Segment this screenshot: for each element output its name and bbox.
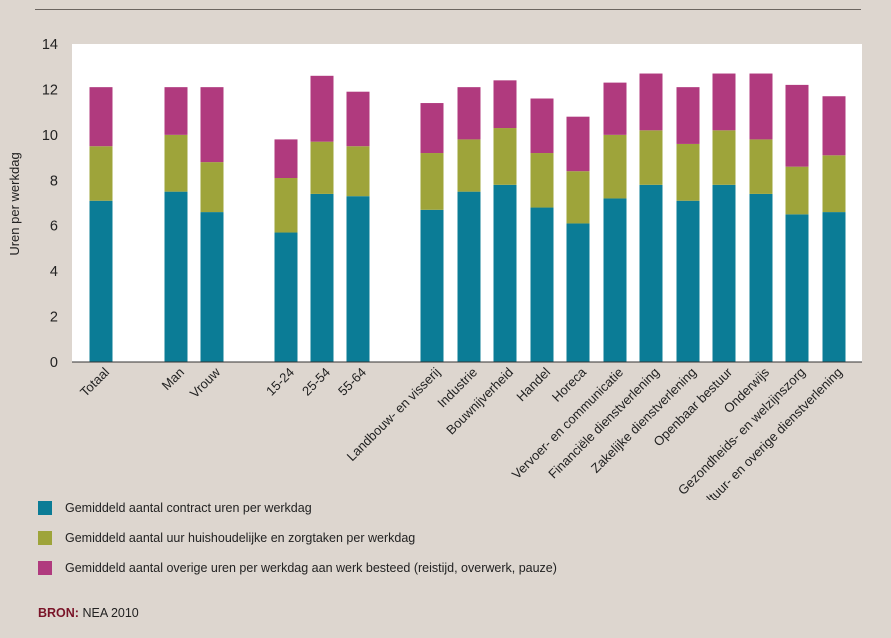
bar-segment-contract [346,196,370,362]
bar-segment-other [89,87,113,147]
bar-segment-other [274,139,298,179]
bar-segment-contract [676,200,700,362]
bar-segment-other [493,80,517,129]
bar-segment-other [164,87,188,135]
bar-segment-contract [822,212,846,362]
bar-segment-contract [785,214,809,362]
x-tick-label: 15-24 [263,365,297,399]
source-label: BRON: [38,606,79,620]
legend-swatch-other [38,561,52,575]
bar-segment-other [603,82,627,135]
bar-segment-contract [639,184,663,362]
x-tick-label: Totaal [77,364,112,399]
bar-segment-contract [310,193,334,362]
bar-segment-contract [493,184,517,362]
legend-label-contract: Gemiddeld aantal contract uren per werkd… [65,501,312,515]
y-tick-label: 6 [50,219,58,235]
bar-segment-household [639,130,663,185]
stacked-bar-chart: 0 2 4 6 8 10 12 14 Uren per werkdag Totaal Man Vr… [7,37,862,500]
legend: Gemiddeld aantal contract uren per werkd… [38,500,858,590]
bar-segment-other [310,75,334,142]
bar-segment-household [274,178,298,233]
x-tick-label: Handel [513,364,553,404]
legend-swatch-household [38,531,52,545]
bar-segment-other [420,103,444,154]
source-note: BRON: NEA 2010 [38,606,139,620]
bar-segment-other [822,96,846,156]
x-tick-label: 55-64 [335,365,369,399]
bar-segment-contract [200,212,224,362]
bar-segment-household [310,141,334,194]
bar-segment-other [785,84,809,167]
legend-label-household: Gemiddeld aantal uur huishoudelijke en z… [65,531,416,545]
bar-segment-household [530,153,554,208]
bar-segment-household [676,143,700,201]
y-tick-label: 2 [50,310,58,326]
bar-segment-household [603,134,627,199]
bar-segment-contract [712,184,736,362]
legend-item-other: Gemiddeld aantal overige uren per werkda… [38,560,858,576]
bar-segment-other [676,87,700,144]
bar-segment-other [566,116,590,172]
bar-segment-household [346,146,370,197]
bar-segment-household [822,155,846,213]
y-tick-label: 14 [42,37,58,53]
bar-segment-other [457,87,481,140]
bar-segment-household [712,130,736,185]
bar-segment-household [493,128,517,185]
bar-segment-household [200,162,224,213]
bar-segment-contract [457,191,481,362]
x-tick-label: Man [159,365,187,393]
legend-item-household: Gemiddeld aantal uur huishoudelijke en z… [38,530,858,546]
legend-item-contract: Gemiddeld aantal contract uren per werkd… [38,500,858,516]
x-tick-label: 25-54 [299,365,333,399]
y-tick-label: 4 [50,264,58,280]
bar-segment-contract [89,200,113,362]
y-axis-ticks: 0 2 4 6 8 10 12 14 [42,37,58,371]
bar-segment-contract [603,198,627,362]
bar-segment-contract [164,191,188,362]
source-text: NEA 2010 [82,606,139,620]
legend-label-other: Gemiddeld aantal overige uren per werkda… [65,561,557,575]
bar-segment-other [346,91,370,147]
bars-group [89,73,846,362]
bar-segment-other [530,98,554,154]
bar-segment-contract [420,209,444,362]
y-tick-label: 0 [50,355,58,371]
y-tick-label: 12 [42,82,58,98]
bar-segment-other [639,73,663,131]
bar-segment-household [420,153,444,210]
y-axis-label: Uren per werkdag [7,152,22,255]
x-tick-label: Vrouw [187,364,224,401]
bar-segment-household [566,171,590,224]
bar-segment-household [785,166,809,215]
bar-segment-household [457,139,481,192]
y-tick-label: 10 [42,128,58,144]
bar-segment-household [89,146,113,201]
bar-segment-household [749,139,773,194]
bar-segment-other [712,73,736,131]
legend-swatch-contract [38,501,52,515]
bar-segment-other [749,73,773,140]
top-divider [35,9,861,10]
bar-segment-household [164,134,188,192]
bar-segment-contract [274,232,298,362]
y-tick-label: 8 [50,173,58,189]
bar-segment-contract [566,223,590,362]
bar-segment-other [200,87,224,163]
bar-segment-contract [749,193,773,362]
bar-segment-contract [530,207,554,362]
